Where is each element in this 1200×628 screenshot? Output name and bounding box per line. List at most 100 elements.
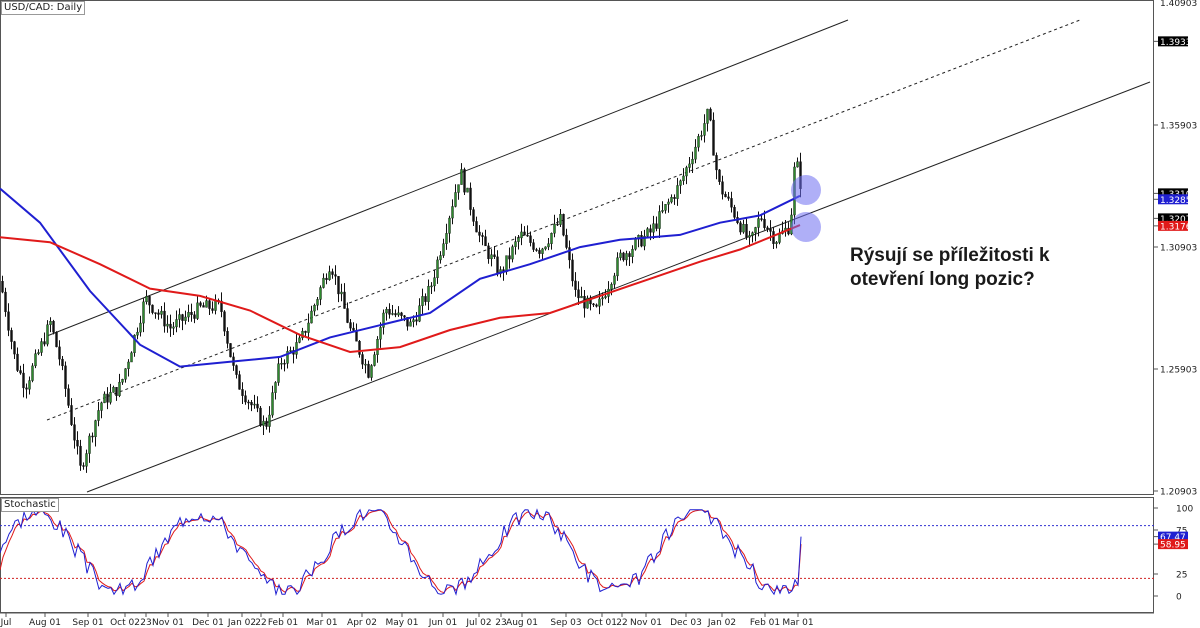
candle-body bbox=[598, 298, 601, 307]
candle-body bbox=[325, 277, 328, 280]
candle-body bbox=[214, 300, 217, 311]
candle-body bbox=[304, 330, 307, 333]
candle-body bbox=[31, 365, 34, 381]
candle-body bbox=[331, 271, 334, 275]
candle-body bbox=[154, 312, 157, 314]
candle-body bbox=[238, 374, 241, 390]
candle-body bbox=[625, 253, 628, 261]
candle-body bbox=[148, 296, 151, 306]
candle-body bbox=[166, 323, 169, 327]
candle-body bbox=[442, 243, 445, 256]
candle-body bbox=[340, 291, 343, 295]
candle-body bbox=[163, 310, 166, 327]
candle-body bbox=[751, 232, 754, 236]
candle-body bbox=[139, 322, 142, 333]
candle-body bbox=[664, 204, 667, 211]
channel-upper-line bbox=[46, 19, 849, 337]
candle-body bbox=[538, 250, 541, 254]
time-axis-label: Dec 03 bbox=[670, 618, 702, 628]
candle-body bbox=[190, 312, 193, 315]
candle-body bbox=[367, 363, 370, 378]
stochastic-axis-label: 0 bbox=[1176, 593, 1182, 603]
candle-body bbox=[397, 312, 400, 316]
candle-body bbox=[394, 313, 397, 316]
candle-body bbox=[334, 274, 337, 277]
candle-body bbox=[604, 296, 607, 298]
moving-average-blue-line bbox=[0, 187, 801, 368]
candle-body bbox=[646, 228, 649, 237]
candle-body bbox=[592, 303, 595, 306]
candle-body bbox=[199, 302, 202, 306]
candle-body bbox=[10, 330, 13, 342]
candle-body bbox=[7, 311, 10, 331]
candle-body bbox=[652, 223, 655, 233]
candle-body bbox=[1, 281, 4, 293]
stochastic-d-line bbox=[0, 509, 802, 594]
candle-body bbox=[520, 231, 523, 239]
candle-body bbox=[187, 312, 190, 318]
candle-body bbox=[631, 248, 634, 257]
time-axis-label: Mar 01 bbox=[782, 618, 813, 628]
candle-body bbox=[475, 221, 478, 233]
candle-body bbox=[487, 245, 490, 260]
candle-body bbox=[25, 387, 28, 390]
candle-body bbox=[316, 299, 319, 306]
candle-body bbox=[529, 235, 532, 243]
candle-body bbox=[391, 313, 394, 315]
candle-body bbox=[133, 334, 136, 354]
candle-body bbox=[346, 308, 349, 323]
candle-body bbox=[466, 187, 469, 193]
time-axis-label: 23 bbox=[495, 618, 506, 628]
candle-body bbox=[577, 289, 580, 299]
candle-body bbox=[349, 322, 352, 329]
candle-body bbox=[679, 180, 682, 186]
candle-body bbox=[142, 301, 145, 324]
time-axis-label: Mar 01 bbox=[306, 618, 337, 628]
price-axis-label: 1.30903 bbox=[1160, 244, 1197, 254]
stochastic-axis-label: 25 bbox=[1176, 571, 1187, 581]
time-axis-label: 22 bbox=[255, 618, 266, 628]
candle-body bbox=[622, 252, 625, 261]
candle-body bbox=[145, 296, 148, 303]
time-axis-label: Jun 01 bbox=[428, 618, 457, 628]
price-axis-label-top: 1.40903 bbox=[1160, 0, 1197, 9]
candle-body bbox=[448, 217, 451, 234]
candle-body bbox=[496, 256, 499, 274]
time-axis-label: Jan 02 bbox=[707, 618, 736, 628]
candle-body bbox=[310, 310, 313, 324]
candle-body bbox=[712, 119, 715, 156]
candle-body bbox=[223, 311, 226, 332]
candle-body bbox=[709, 108, 712, 121]
candle-body bbox=[298, 337, 301, 343]
candle-body bbox=[169, 323, 172, 329]
candle-body bbox=[388, 309, 391, 315]
candle-body bbox=[574, 280, 577, 290]
candle-body bbox=[88, 435, 91, 454]
candle-body bbox=[250, 402, 253, 406]
candle-body bbox=[544, 246, 547, 250]
candle-body bbox=[256, 403, 259, 409]
stochastic-title: Stochastic bbox=[1, 498, 59, 512]
candle-body bbox=[136, 331, 139, 336]
candle-body bbox=[175, 319, 178, 328]
candle-body bbox=[658, 211, 661, 229]
candle-body bbox=[748, 235, 751, 238]
main-chart-title: USD/CAD: Daily bbox=[1, 1, 86, 15]
stochastic-axis-label: 67.47 bbox=[1160, 533, 1186, 543]
price-axis-label: 1.20903 bbox=[1160, 488, 1197, 498]
candle-body bbox=[82, 465, 85, 467]
stochastic-axis-label: 75 bbox=[1176, 527, 1187, 537]
candle-body bbox=[547, 243, 550, 248]
candle-body bbox=[643, 235, 646, 247]
candle-body bbox=[691, 158, 694, 165]
candle-body bbox=[430, 285, 433, 288]
candle-body bbox=[760, 218, 763, 220]
candle-body bbox=[655, 223, 658, 229]
moving-average-red-line bbox=[0, 224, 801, 354]
candle-body bbox=[64, 365, 67, 389]
candle-body bbox=[181, 314, 184, 321]
price-tag-bg bbox=[1158, 220, 1188, 231]
candle-body bbox=[406, 317, 409, 327]
candle-body bbox=[718, 169, 721, 182]
candle-body bbox=[157, 312, 160, 315]
